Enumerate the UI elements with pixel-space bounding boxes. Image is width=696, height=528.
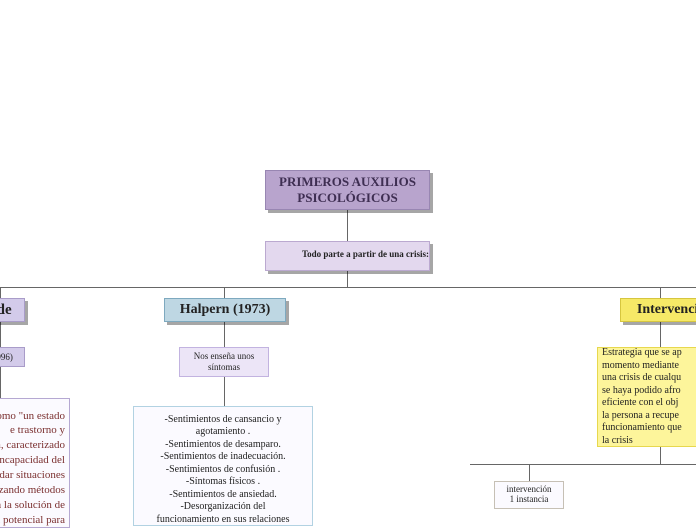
halpern-node: Halpern (1973) [164, 298, 286, 322]
connector-leftcut-down [0, 287, 1, 298]
intervencion-sub-text: Estrategia que se ap momento mediante un… [602, 347, 682, 447]
connector-interv-branch-v [660, 447, 661, 464]
subtitle-node: Todo parte a partir de una crisis: [265, 241, 430, 271]
connector-inst-down [529, 464, 530, 481]
leftcut-node: nde [0, 298, 25, 322]
connector-interv-sub [660, 322, 661, 347]
connector-halpern-down [224, 287, 225, 298]
leftcut-body-text: s como "un estado e trastorno y n, carac… [0, 409, 65, 528]
intervencion-inst-t2: 1 instancia [510, 495, 549, 505]
leftcut-label: nde [0, 302, 12, 319]
connector-interv-down [660, 287, 661, 298]
halpern-sub-text: Nos enseña unos síntomas [194, 351, 255, 373]
intervencion-inst-node: intervención 1 instancia [494, 481, 564, 509]
halpern-sub-node: Nos enseña unos síntomas [179, 347, 269, 377]
connector-leftcut-body [0, 367, 1, 398]
intervencion-sub-node: Estrategia que se ap momento mediante un… [597, 347, 696, 447]
intervencion-label: Intervención [637, 302, 696, 318]
halpern-label: Halpern (1973) [180, 302, 271, 318]
subtitle-text: Todo parte a partir de una crisis: [302, 249, 429, 259]
root-title-2: PSICOLÓGICOS [297, 190, 397, 206]
connector-leftcut-sub [0, 322, 1, 347]
intervencion-node: Intervención [620, 298, 696, 322]
connector-halpern-sub [224, 322, 225, 347]
leftcut-sub-node: u (1996) [0, 347, 25, 367]
connector-root-sub [347, 210, 348, 241]
leftcut-body-node: s como "un estado e trastorno y n, carac… [0, 398, 70, 528]
connector-main-h [0, 287, 696, 288]
connector-interv-branch-h [470, 464, 696, 465]
halpern-body-text: -Sentimientos de cansancio y agotamiento… [156, 414, 289, 527]
root-title-1: PRIMEROS AUXILIOS [279, 174, 416, 190]
root-node: PRIMEROS AUXILIOS PSICOLÓGICOS [265, 170, 430, 210]
leftcut-sub-text: u (1996) [0, 352, 13, 362]
connector-sub-down [347, 271, 348, 287]
halpern-body-node: -Sentimientos de cansancio y agotamiento… [133, 406, 313, 526]
connector-halpern-body [224, 377, 225, 406]
